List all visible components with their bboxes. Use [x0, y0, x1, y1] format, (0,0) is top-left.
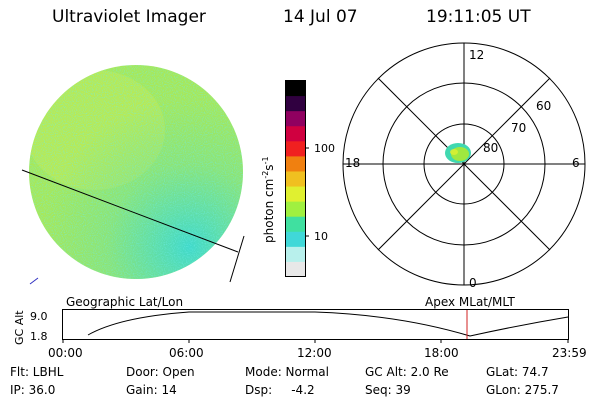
time-tick-2359: 23:59 — [552, 346, 587, 360]
colorbar-band — [285, 186, 306, 202]
colorbar-band — [285, 201, 306, 217]
time-tick-0000: 00:00 — [48, 346, 83, 360]
altitude-ytick-1-8: 1.8 — [30, 330, 48, 343]
header-time: 19:11:05 UT — [426, 7, 531, 27]
status-ip: IP: 36.0 — [10, 383, 56, 397]
colorbar-tick-100: 100 — [314, 142, 335, 155]
image-projection-label: Geographic Lat/Lon — [66, 295, 184, 309]
colorbar-band — [285, 231, 306, 247]
status-dsp: Dsp: -4.2 — [245, 383, 315, 397]
colorbar-band — [285, 155, 306, 172]
colorbar-band — [285, 95, 306, 112]
status-mode: Mode: Normal — [245, 365, 329, 379]
mlt-label-18: 18 — [345, 156, 360, 170]
terminator-tick — [229, 235, 245, 283]
colorbar-band — [285, 80, 306, 97]
terminator-line — [21, 169, 239, 253]
colorbar-band — [285, 125, 306, 142]
status-filter: Flt: LBHL — [10, 365, 64, 379]
colorbar-tick-10: 10 — [314, 230, 328, 243]
lat-label-70: 70 — [511, 121, 526, 135]
imager-title: Ultraviolet Imager — [52, 7, 206, 27]
lat-label-80: 80 — [483, 141, 498, 155]
status-glon: GLon: 275.7 — [486, 383, 559, 397]
lat-label-60: 60 — [536, 99, 551, 113]
status-seq: Seq: 39 — [365, 383, 411, 397]
colorbar-band — [285, 246, 306, 262]
colorbar: 100 10 — [285, 80, 335, 277]
time-tick-1200: 12:00 — [297, 346, 332, 360]
altitude-plot: 9.0 1.8 GC Alt — [13, 309, 569, 345]
altitude-curve — [87, 311, 569, 337]
colorbar-band — [285, 110, 306, 127]
header-date: 14 Jul 07 — [283, 7, 358, 27]
colorbar-band — [285, 216, 306, 232]
status-gc-alt: GC Alt: 2.0 Re — [365, 365, 449, 379]
colorbar-band — [285, 140, 306, 157]
colorbar-unit-label: photon cm-2s-1 — [261, 156, 276, 243]
status-gain: Gain: 14 — [126, 383, 177, 397]
corner-mark — [29, 277, 39, 285]
mlt-label-0: 0 — [469, 276, 477, 290]
status-glat: GLat: 74.7 — [486, 365, 549, 379]
time-tick-1800: 18:00 — [424, 346, 459, 360]
colorbar-band — [285, 170, 306, 187]
colorbar-band — [285, 261, 306, 277]
mlt-label-12: 12 — [469, 48, 484, 62]
time-tick-0600: 06:00 — [169, 346, 204, 360]
altitude-ylabel: GC Alt — [13, 310, 26, 345]
polar-projection-label: Apex MLat/MLT — [425, 295, 515, 309]
status-door: Door: Open — [126, 365, 195, 379]
altitude-ytick-9: 9.0 — [30, 310, 48, 323]
mlt-label-6: 6 — [572, 156, 580, 170]
polar-plot: 12 18 6 0 60 70 80 — [342, 42, 586, 290]
uv-image-panel — [21, 65, 245, 285]
auroral-spot — [445, 143, 471, 163]
